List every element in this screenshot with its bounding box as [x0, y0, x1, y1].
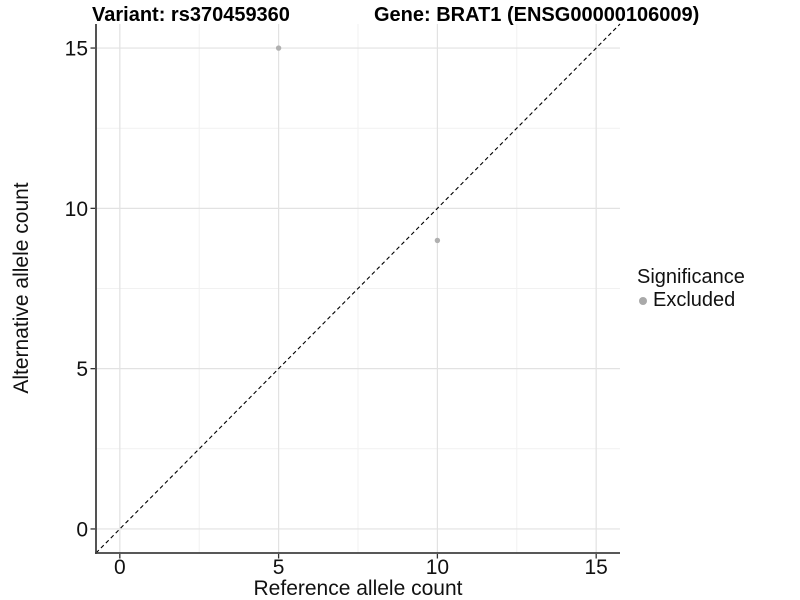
plot-title-gene: Gene: BRAT1 (ENSG00000106009) [374, 4, 700, 26]
x-axis-title: Reference allele count [253, 577, 463, 600]
y-tick-label: 15 [65, 38, 88, 61]
identity-dashed-line [95, 23, 621, 554]
identity-line [95, 23, 621, 554]
data-point [434, 237, 441, 244]
data-points [275, 45, 441, 244]
legend: Significance Excluded [634, 266, 745, 312]
legend-item-excluded: Excluded [634, 289, 745, 312]
legend-point-icon [639, 296, 647, 305]
y-tick-label: 5 [76, 358, 88, 381]
x-tick-label: 5 [273, 556, 285, 579]
x-tick-label: 0 [114, 556, 126, 579]
plot-title-variant: Variant: rs370459360 [92, 4, 290, 26]
x-tick-label: 10 [426, 556, 449, 579]
legend-item-label: Excluded [653, 289, 736, 311]
major-gridlines [96, 24, 620, 553]
x-tick-label: 15 [585, 556, 608, 579]
axis-lines [95, 24, 620, 554]
minor-gridlines [96, 24, 620, 553]
y-axis-title: Alternative allele count [10, 182, 33, 394]
y-tick-label: 10 [65, 198, 88, 221]
tick-labels: 0 5 10 15 0 5 10 15 [65, 38, 608, 579]
y-tick-label: 0 [76, 518, 88, 541]
data-point [275, 45, 282, 51]
tick-marks [90, 47, 597, 559]
legend-title: Significance [637, 266, 745, 288]
